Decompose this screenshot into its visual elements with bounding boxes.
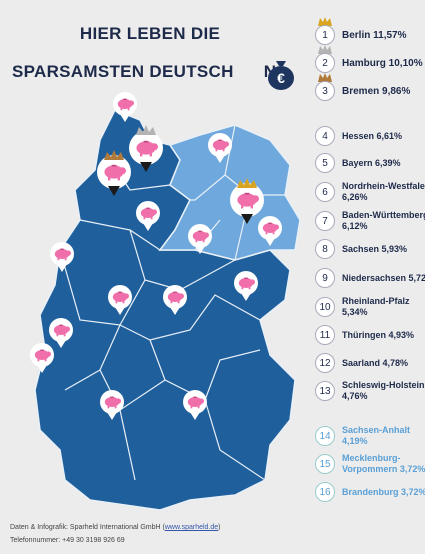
- rank-label: Hessen 6,61%: [342, 130, 403, 141]
- rank-label: Saarland 4,78%: [342, 357, 409, 368]
- ranking-item: 4 Hessen 6,61%: [315, 126, 425, 146]
- ranking-item: 12 Saarland 4,78%: [315, 353, 425, 373]
- svg-text:€: €: [277, 70, 285, 86]
- rank-label: Schleswig-Holstein 4,76%: [342, 380, 425, 401]
- footer-phone: Telefonnummer: +49 30 3198 926 69: [10, 537, 125, 544]
- rank-number: 2: [315, 53, 335, 73]
- map-region-east: [158, 124, 301, 261]
- footer-source-prefix: Daten & Infografik: Sparheld Internation…: [10, 524, 165, 531]
- rank-label: Mecklenburg-Vorpommern 3,72%: [342, 453, 425, 474]
- crown-icon: [318, 73, 332, 82]
- ranking-item: 15 Mecklenburg-Vorpommern 3,72%: [315, 453, 425, 474]
- rank-number: 12: [315, 353, 335, 373]
- rank-label: Berlin 11,57%: [342, 29, 407, 41]
- page-title-line-2-text: SPARSAMSTEN DEUTSCH: [12, 62, 234, 81]
- rank-label: Bayern 6,39%: [342, 157, 401, 168]
- ranking-item: 1 Berlin 11,57%: [315, 25, 425, 45]
- ranking-item: 13 Schleswig-Holstein 4,76%: [315, 380, 425, 401]
- rank-number: 8: [315, 239, 335, 259]
- rank-number: 15: [315, 454, 335, 474]
- rank-label: Nordrhein-Westfalen 6,26%: [342, 181, 425, 202]
- ranking-item: 11 Thüringen 4,93%: [315, 325, 425, 345]
- rank-number: 13: [315, 381, 335, 401]
- crown-icon: [318, 17, 332, 26]
- rank-number: 7: [315, 211, 335, 231]
- germany-map: [34, 109, 301, 511]
- rank-number: 10: [315, 297, 335, 317]
- rank-label: Niedersachsen 5,72%: [342, 272, 425, 283]
- rank-label: Rheinland-Pfalz 5,34%: [342, 296, 410, 317]
- footer-link[interactable]: www.sparheld.de: [164, 524, 219, 531]
- rank-number: 9: [315, 268, 335, 288]
- rank-number: 3: [315, 81, 335, 101]
- ranking-item: 6 Nordrhein-Westfalen 6,26%: [315, 181, 425, 202]
- rank-number: 16: [315, 482, 335, 502]
- rank-number: 1: [315, 25, 335, 45]
- rank-number: 6: [315, 182, 335, 202]
- rank-label: Baden-Württemberg 6,12%: [342, 210, 425, 231]
- ranking-item: 3 Bremen 9,86%: [315, 81, 425, 101]
- rank-label: Sachsen 5,93%: [342, 243, 408, 254]
- ranking-item: 9 Niedersachsen 5,72%: [315, 268, 425, 288]
- rank-label: Sachsen-Anhalt 4,19%: [342, 425, 411, 446]
- rank-label: Thüringen 4,93%: [342, 329, 415, 340]
- footer-source-suffix: ): [218, 524, 221, 531]
- ranking-item: 2 Hamburg 10,10%: [315, 53, 425, 73]
- rank-label: Hamburg 10,10%: [342, 57, 423, 69]
- rank-number: 5: [315, 153, 335, 173]
- rank-label: Brandenburg 3,72%: [342, 486, 425, 497]
- page-title-line-1: HIER LEBEN DIE: [79, 24, 221, 43]
- ranking-item: 8 Sachsen 5,93%: [315, 239, 425, 259]
- ranking-item: 10 Rheinland-Pfalz 5,34%: [315, 296, 425, 317]
- ranking-item: 14 Sachsen-Anhalt 4,19%: [315, 425, 425, 446]
- money-bag-euro-icon: €: [268, 61, 294, 90]
- rank-number: 11: [315, 325, 335, 345]
- crown-icon: [318, 45, 332, 54]
- rank-label: Bremen 9,86%: [342, 85, 411, 97]
- ranking-item: 16 Brandenburg 3,72%: [315, 482, 425, 502]
- ranking-item: 5 Bayern 6,39%: [315, 153, 425, 173]
- footer-source: Daten & Infografik: Sparheld Internation…: [10, 524, 221, 531]
- rank-number: 14: [315, 426, 335, 446]
- rank-number: 4: [315, 126, 335, 146]
- ranking-item: 7 Baden-Württemberg 6,12%: [315, 210, 425, 231]
